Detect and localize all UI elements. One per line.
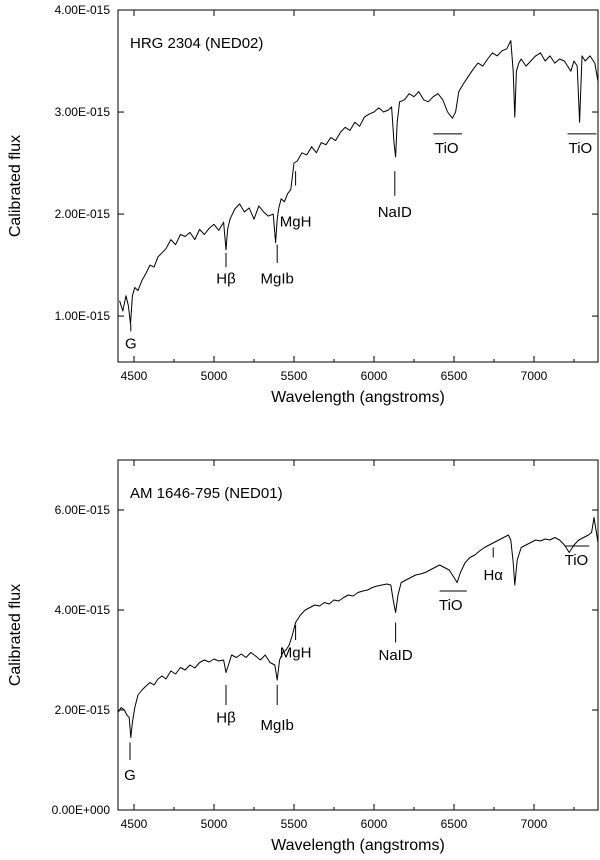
feature-annotation: Hβ [216,685,236,727]
feature-label: MgIb [261,270,294,287]
feature-annotation: Hα [483,547,503,584]
x-tick-label: 6000 [361,369,388,383]
y-tick-label: 1.00E-015 [55,309,111,323]
feature-label: NaID [379,647,413,664]
x-tick-label: 5000 [201,817,228,831]
feature-annotation: MgH [280,171,312,230]
feature-label: TiO [569,140,593,157]
x-tick-label: 5500 [281,369,308,383]
y-tick-label: 2.00E-015 [55,703,111,717]
y-tick-label: 4.00E-015 [55,3,111,17]
spectrum-line [117,517,599,738]
chart-title: HRG 2304 (NED02) [130,35,263,52]
x-tick-label: 7000 [521,369,548,383]
x-tick-label: 5500 [281,817,308,831]
feature-label: Hα [483,567,503,584]
feature-annotation: TiO [439,590,467,614]
x-tick-label: 4500 [121,369,148,383]
feature-label: MgIb [261,717,294,734]
x-tick-label: 7000 [521,817,548,831]
y-tick-label: 3.00E-015 [55,105,111,119]
feature-annotation: MgIb [261,685,294,734]
plot-frame [117,9,599,363]
spectrum-line [119,40,599,325]
feature-annotation: TiO [565,545,590,569]
x-tick-label: 5000 [201,369,228,383]
feature-label: TiO [439,597,463,614]
x-tick-label: 6000 [361,817,388,831]
feature-annotation: NaID [379,622,413,664]
feature-annotation: MgIb [261,244,294,287]
x-axis-title: Wavelength (angstroms) [271,837,445,854]
feature-annotation: MgH [280,625,312,662]
plot-frame [117,459,599,811]
feature-label: NaID [378,204,412,221]
feature-annotation: TiO [567,133,597,157]
feature-annotation: NaID [378,171,412,221]
feature-annotation: G [125,324,137,353]
feature-label: TiO [435,140,459,157]
y-tick-label: 6.00E-015 [55,503,111,517]
y-tick-label: 4.00E-015 [55,603,111,617]
y-tick-label: 2.00E-015 [55,207,111,221]
y-axis-title: Calibrated flux [7,135,24,237]
feature-label: MgH [280,213,312,230]
feature-annotation: G [124,742,136,784]
chart-panel-2: 4500 5000 5500 6000 6500 7000 0.00E+000 2.00E-0… [7,459,599,854]
x-tick-label: 4500 [121,817,148,831]
feature-label: MgH [280,645,312,662]
feature-label: Hβ [216,270,236,287]
feature-label: G [124,767,136,784]
feature-label: Hβ [216,710,236,727]
chart-panel-1: 4500 5000 5500 6000 6500 7000 1.00E-015 2.00E-0… [7,3,599,406]
x-tick-label: 6500 [441,817,468,831]
feature-label: G [125,336,137,353]
x-axis-title: Wavelength (angstroms) [271,389,445,406]
feature-annotation: Hβ [216,252,236,287]
y-tick-label: 0.00E+000 [52,803,111,817]
chart-title: AM 1646-795 (NED01) [130,485,283,502]
feature-label: TiO [565,552,589,569]
x-tick-label: 6500 [441,369,468,383]
feature-annotation: TiO [433,133,462,157]
y-axis-title: Calibrated flux [7,584,24,686]
